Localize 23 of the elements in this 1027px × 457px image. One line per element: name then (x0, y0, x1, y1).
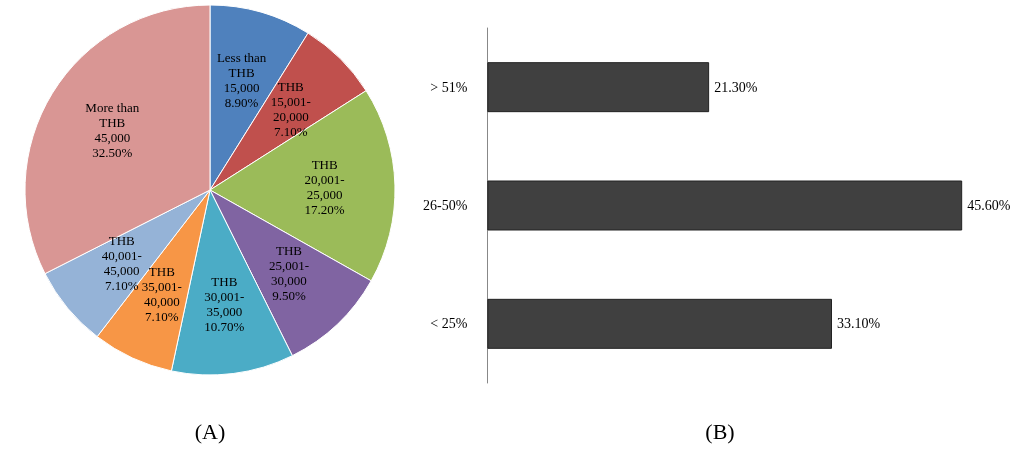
slice-label: THB 20,001-25,000 (304, 156, 345, 202)
data-label: 33.10% (837, 316, 881, 332)
data-label: 10.70% (204, 318, 245, 334)
text: (B) (705, 418, 735, 444)
data-label: 32.50% (92, 144, 133, 160)
slice-label: THB 30,001-35,000 (204, 273, 245, 319)
data-label: 17.20% (304, 201, 345, 217)
slice-label: THB 40,001-45,000 (101, 233, 142, 279)
data-label: 7.10% (104, 278, 139, 294)
data-label: 9.50% (272, 288, 306, 304)
data-label: 7.10% (145, 309, 179, 325)
slice-label: THB 25,001-30,000 (268, 243, 310, 289)
data-label: 45.60% (967, 198, 1011, 213)
text: (A) (194, 418, 226, 444)
data-label: 8.90% (224, 94, 259, 110)
y-tick-label: < 25% (430, 316, 468, 332)
data-label: 21.30% (714, 79, 758, 95)
slice-label: THB 15,001-20,000 (270, 78, 311, 124)
slice-label: THB 35,001-40,000 (141, 264, 182, 310)
slice-label: More than THB 45,000 (85, 99, 140, 145)
y-tick-label: 26-50% (423, 198, 468, 213)
y-tick-label: > 51% (430, 79, 468, 95)
slice-label: Less than THB 15,000 (216, 49, 267, 95)
